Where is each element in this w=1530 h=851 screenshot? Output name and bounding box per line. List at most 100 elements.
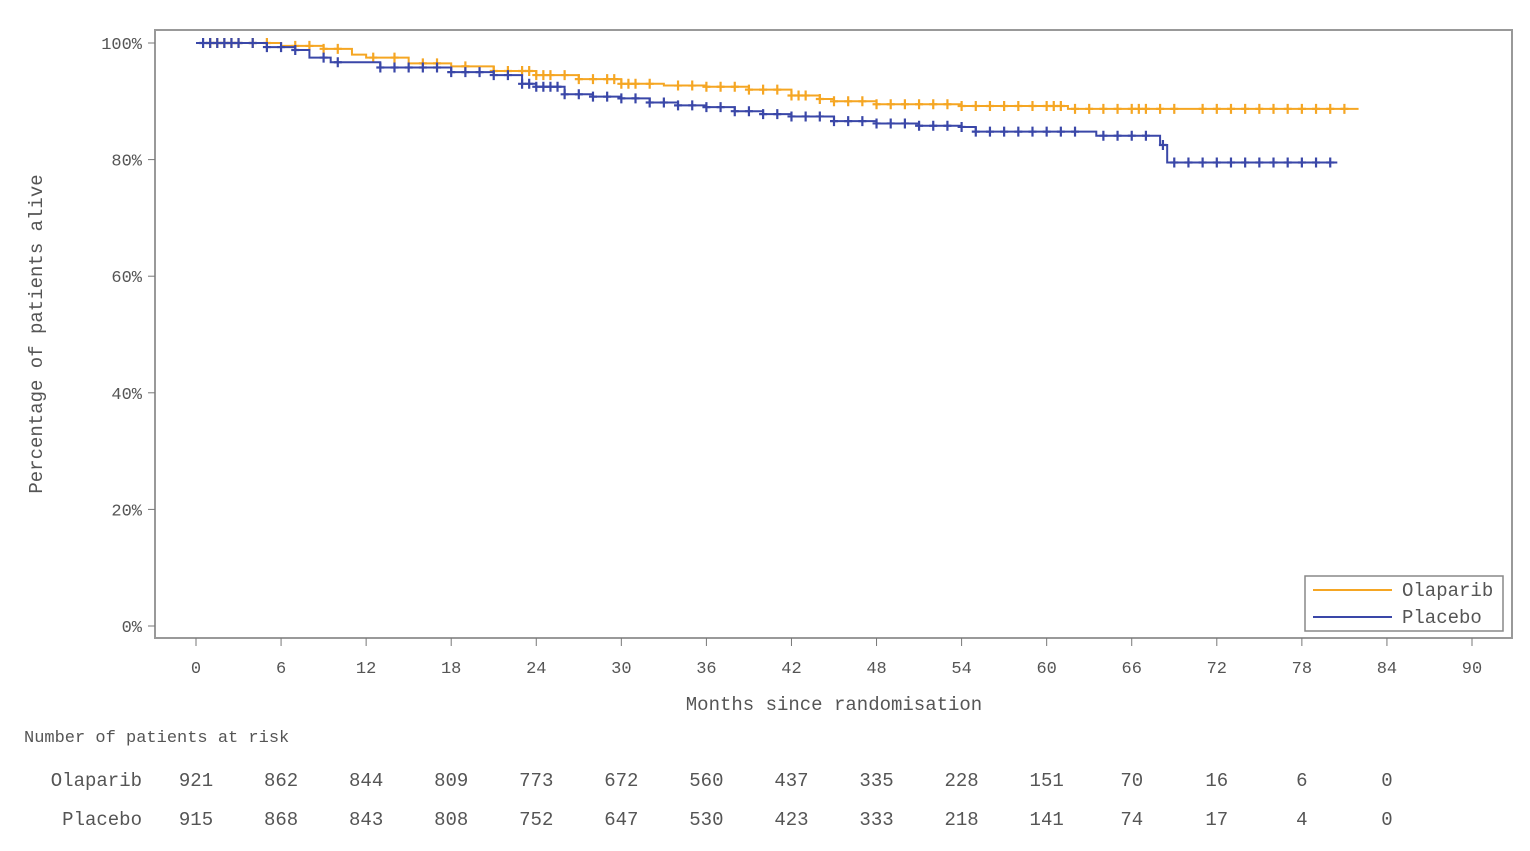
y-tick-label: 80% xyxy=(111,153,142,172)
risk-value-placebo: 423 xyxy=(774,809,808,831)
risk-value-olaparib: 560 xyxy=(689,770,723,792)
censor-mark-placebo xyxy=(1071,126,1080,137)
risk-value-placebo: 141 xyxy=(1030,809,1064,831)
risk-value-olaparib: 228 xyxy=(944,770,978,792)
censor-mark-olaparib xyxy=(1134,103,1143,114)
censor-mark-olaparib xyxy=(525,65,534,76)
censor-mark-olaparib xyxy=(1326,103,1335,114)
censor-mark-placebo xyxy=(206,38,215,48)
censor-mark-olaparib xyxy=(1127,103,1136,114)
risk-value-placebo: 4 xyxy=(1296,809,1307,831)
risk-value-olaparib: 844 xyxy=(349,770,383,792)
risk-value-olaparib: 6 xyxy=(1296,770,1307,792)
censor-mark-placebo xyxy=(503,70,512,81)
censor-mark-olaparib xyxy=(1241,103,1250,114)
censor-mark-placebo xyxy=(213,38,222,48)
x-axis: 0 6 12 18 24 30 36 42 48 54 60 66 72 78 84 90 xyxy=(191,638,1482,679)
censor-mark-placebo xyxy=(801,111,810,122)
censor-mark-placebo xyxy=(461,67,470,78)
censor-mark-placebo xyxy=(1283,157,1292,168)
risk-value-placebo: 647 xyxy=(604,809,638,831)
censor-mark-placebo xyxy=(539,81,548,92)
censor-mark-placebo xyxy=(1241,157,1250,168)
censor-mark-olaparib xyxy=(1049,100,1058,111)
survival-curves xyxy=(196,38,1359,168)
censor-mark-olaparib xyxy=(1028,100,1037,111)
censor-mark-placebo xyxy=(971,126,980,137)
censor-mark-olaparib xyxy=(617,78,626,89)
censor-mark-olaparib xyxy=(985,100,994,111)
censor-mark-olaparib xyxy=(794,90,803,101)
censor-mark-placebo xyxy=(759,109,768,120)
censor-mark-olaparib xyxy=(1226,103,1235,114)
censor-mark-olaparib xyxy=(645,78,654,89)
censor-mark-placebo xyxy=(1226,157,1235,168)
risk-value-olaparib: 151 xyxy=(1030,770,1064,792)
censor-mark-placebo xyxy=(929,120,938,131)
censor-mark-placebo xyxy=(1184,157,1193,168)
censor-mark-olaparib xyxy=(1156,103,1165,114)
y-tick-label: 0% xyxy=(122,619,143,638)
x-tick-label: 6 xyxy=(276,660,286,679)
censor-mark-placebo xyxy=(1312,157,1321,168)
censor-mark-placebo xyxy=(1141,130,1150,141)
censor-mark-placebo xyxy=(1028,126,1037,137)
risk-table-title: Number of patients at risk xyxy=(24,729,289,748)
censor-mark-placebo xyxy=(645,97,654,108)
censor-mark-olaparib xyxy=(1198,103,1207,114)
censor-mark-placebo xyxy=(886,118,895,129)
x-tick-label: 42 xyxy=(781,660,801,679)
risk-value-placebo: 333 xyxy=(859,809,893,831)
censor-mark-olaparib xyxy=(610,74,619,85)
risk-value-olaparib: 335 xyxy=(859,770,893,792)
censor-mark-olaparib xyxy=(1000,100,1009,111)
censor-mark-placebo xyxy=(560,89,569,100)
censor-mark-placebo xyxy=(688,100,697,111)
risk-value-placebo: 0 xyxy=(1381,809,1392,831)
censor-mark-placebo xyxy=(433,62,442,73)
y-tick-label: 60% xyxy=(111,269,142,288)
censor-mark-placebo xyxy=(603,91,612,102)
censor-mark-olaparib xyxy=(1071,103,1080,114)
risk-value-olaparib: 70 xyxy=(1120,770,1143,792)
censor-mark-placebo xyxy=(447,67,456,78)
censor-mark-olaparib xyxy=(1170,103,1179,114)
censor-mark-placebo xyxy=(262,42,271,53)
censor-mark-olaparib xyxy=(574,74,583,85)
censor-mark-olaparib xyxy=(1312,103,1321,114)
censor-mark-placebo xyxy=(773,109,782,120)
censor-mark-placebo xyxy=(985,126,994,137)
censor-mark-olaparib xyxy=(915,99,924,110)
censor-mark-olaparib xyxy=(369,52,378,63)
risk-value-placebo: 868 xyxy=(264,809,298,831)
censor-mark-olaparib xyxy=(1056,100,1065,111)
risk-value-placebo: 17 xyxy=(1205,809,1228,831)
x-tick-label: 54 xyxy=(951,660,971,679)
censor-mark-placebo xyxy=(872,118,881,129)
censor-mark-placebo xyxy=(1255,157,1264,168)
risk-value-placebo: 843 xyxy=(349,809,383,831)
x-tick-label: 90 xyxy=(1462,660,1482,679)
censor-mark-placebo xyxy=(1056,126,1065,137)
censor-mark-olaparib xyxy=(844,96,853,107)
censor-mark-olaparib xyxy=(1269,103,1278,114)
censor-mark-olaparib xyxy=(900,99,909,110)
x-tick-label: 48 xyxy=(866,660,886,679)
x-tick-label: 24 xyxy=(526,660,546,679)
risk-row-label-placebo: Placebo xyxy=(62,809,142,831)
censor-mark-olaparib xyxy=(830,96,838,107)
risk-value-olaparib: 437 xyxy=(774,770,808,792)
censor-mark-olaparib xyxy=(716,81,725,92)
legend: Olaparib Placebo xyxy=(1304,575,1504,632)
censor-mark-olaparib xyxy=(539,70,548,81)
censor-mark-placebo xyxy=(1297,157,1306,168)
x-tick-label: 36 xyxy=(696,660,716,679)
censor-mark-placebo xyxy=(730,106,739,117)
censor-mark-olaparib xyxy=(319,43,328,54)
censor-mark-olaparib xyxy=(702,81,711,92)
censor-mark-placebo xyxy=(475,67,484,78)
censor-mark-placebo xyxy=(376,62,385,73)
censor-mark-olaparib xyxy=(674,80,683,91)
x-tick-label: 72 xyxy=(1207,660,1227,679)
censor-mark-olaparib xyxy=(1297,103,1306,114)
